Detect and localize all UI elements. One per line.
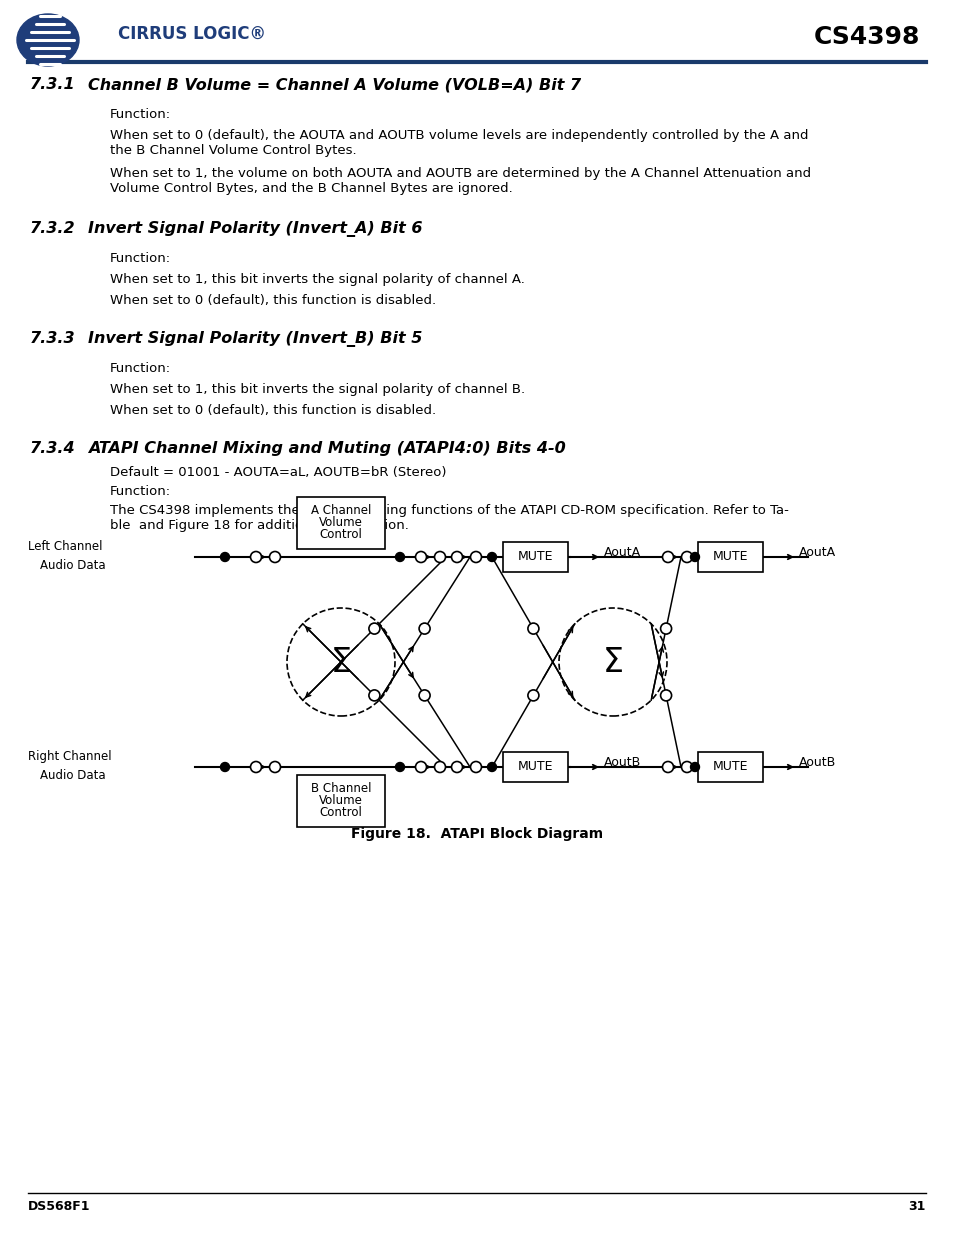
Text: Audio Data: Audio Data xyxy=(40,559,106,572)
Circle shape xyxy=(527,690,538,701)
Text: Invert Signal Polarity (Invert_A) Bit 6: Invert Signal Polarity (Invert_A) Bit 6 xyxy=(88,221,422,237)
Text: Σ: Σ xyxy=(602,646,623,678)
Circle shape xyxy=(661,762,673,773)
Bar xyxy=(698,542,762,572)
Text: 7.3.4: 7.3.4 xyxy=(30,441,75,456)
Circle shape xyxy=(369,624,379,634)
Circle shape xyxy=(680,762,692,773)
Text: AoutB: AoutB xyxy=(603,757,640,769)
Text: Figure 18.  ATAPI Block Diagram: Figure 18. ATAPI Block Diagram xyxy=(351,827,602,841)
Circle shape xyxy=(395,552,404,562)
Circle shape xyxy=(659,690,671,701)
Text: DS568F1: DS568F1 xyxy=(28,1200,91,1213)
Text: When set to 0 (default), this function is disabled.: When set to 0 (default), this function i… xyxy=(110,294,436,308)
Circle shape xyxy=(251,552,261,562)
Circle shape xyxy=(680,552,692,562)
Text: 7.3.3: 7.3.3 xyxy=(30,331,75,346)
Bar xyxy=(296,496,385,550)
Text: Left Channel: Left Channel xyxy=(28,540,102,553)
Text: AoutB: AoutB xyxy=(799,757,836,769)
Text: Audio Data: Audio Data xyxy=(40,769,106,782)
Circle shape xyxy=(434,762,445,773)
Circle shape xyxy=(269,762,280,773)
Circle shape xyxy=(418,690,430,701)
Bar xyxy=(502,542,567,572)
Circle shape xyxy=(487,552,496,562)
Text: Channel B Volume = Channel A Volume (VOLB=A) Bit 7: Channel B Volume = Channel A Volume (VOL… xyxy=(88,77,580,91)
Circle shape xyxy=(395,762,404,772)
Circle shape xyxy=(690,552,699,562)
Text: Function:: Function: xyxy=(110,252,171,266)
Text: CS4398: CS4398 xyxy=(813,25,919,49)
Circle shape xyxy=(251,762,261,773)
Text: MUTE: MUTE xyxy=(712,551,747,563)
Circle shape xyxy=(451,762,462,773)
Bar xyxy=(698,752,762,782)
Bar xyxy=(502,752,567,782)
Text: When set to 1, this bit inverts the signal polarity of channel B.: When set to 1, this bit inverts the sign… xyxy=(110,383,524,396)
Text: MUTE: MUTE xyxy=(517,761,553,773)
Text: 7.3.2: 7.3.2 xyxy=(30,221,75,236)
Text: 7.3.1: 7.3.1 xyxy=(30,77,75,91)
Circle shape xyxy=(470,552,481,562)
Text: Σ: Σ xyxy=(330,646,351,678)
Bar xyxy=(296,776,385,827)
Text: 31: 31 xyxy=(907,1200,925,1213)
Text: AoutA: AoutA xyxy=(799,547,835,559)
Text: AoutA: AoutA xyxy=(603,547,640,559)
Text: Control: Control xyxy=(319,806,362,820)
Text: B Channel: B Channel xyxy=(311,783,371,795)
Text: Volume: Volume xyxy=(318,794,362,808)
Circle shape xyxy=(527,624,538,634)
Circle shape xyxy=(369,690,379,701)
Circle shape xyxy=(661,552,673,562)
Text: Right Channel: Right Channel xyxy=(28,750,112,763)
Circle shape xyxy=(451,552,462,562)
Circle shape xyxy=(220,552,230,562)
Text: Volume: Volume xyxy=(318,516,362,530)
Text: MUTE: MUTE xyxy=(712,761,747,773)
Text: CIRRUS LOGIC®: CIRRUS LOGIC® xyxy=(118,25,266,43)
Text: When set to 1, this bit inverts the signal polarity of channel A.: When set to 1, this bit inverts the sign… xyxy=(110,273,524,287)
Text: Function:: Function: xyxy=(110,107,171,121)
Text: Default = 01001 - AOUTA=aL, AOUTB=bR (Stereo): Default = 01001 - AOUTA=aL, AOUTB=bR (St… xyxy=(110,466,446,479)
Circle shape xyxy=(269,552,280,562)
Ellipse shape xyxy=(17,14,79,65)
Circle shape xyxy=(418,624,430,634)
Circle shape xyxy=(487,762,496,772)
Circle shape xyxy=(690,762,699,772)
Circle shape xyxy=(220,762,230,772)
Text: ATAPI Channel Mixing and Muting (ATAPI4:0) Bits 4-0: ATAPI Channel Mixing and Muting (ATAPI4:… xyxy=(88,441,565,456)
Circle shape xyxy=(416,552,426,562)
Circle shape xyxy=(416,762,426,773)
Text: Function:: Function: xyxy=(110,485,171,498)
Circle shape xyxy=(434,552,445,562)
Text: When set to 0 (default), this function is disabled.: When set to 0 (default), this function i… xyxy=(110,404,436,417)
Text: When set to 0 (default), the AOUTA and AOUTB volume levels are independently con: When set to 0 (default), the AOUTA and A… xyxy=(110,128,807,157)
Circle shape xyxy=(659,624,671,634)
Text: Function:: Function: xyxy=(110,362,171,375)
Text: Control: Control xyxy=(319,529,362,541)
Text: MUTE: MUTE xyxy=(517,551,553,563)
Text: When set to 1, the volume on both AOUTA and AOUTB are determined by the A Channe: When set to 1, the volume on both AOUTA … xyxy=(110,167,810,195)
Text: A Channel: A Channel xyxy=(311,505,371,517)
Text: Invert Signal Polarity (Invert_B) Bit 5: Invert Signal Polarity (Invert_B) Bit 5 xyxy=(88,331,422,347)
Text: The CS4398 implements the channel-mixing functions of the ATAPI CD-ROM specifica: The CS4398 implements the channel-mixing… xyxy=(110,504,788,532)
Circle shape xyxy=(470,762,481,773)
